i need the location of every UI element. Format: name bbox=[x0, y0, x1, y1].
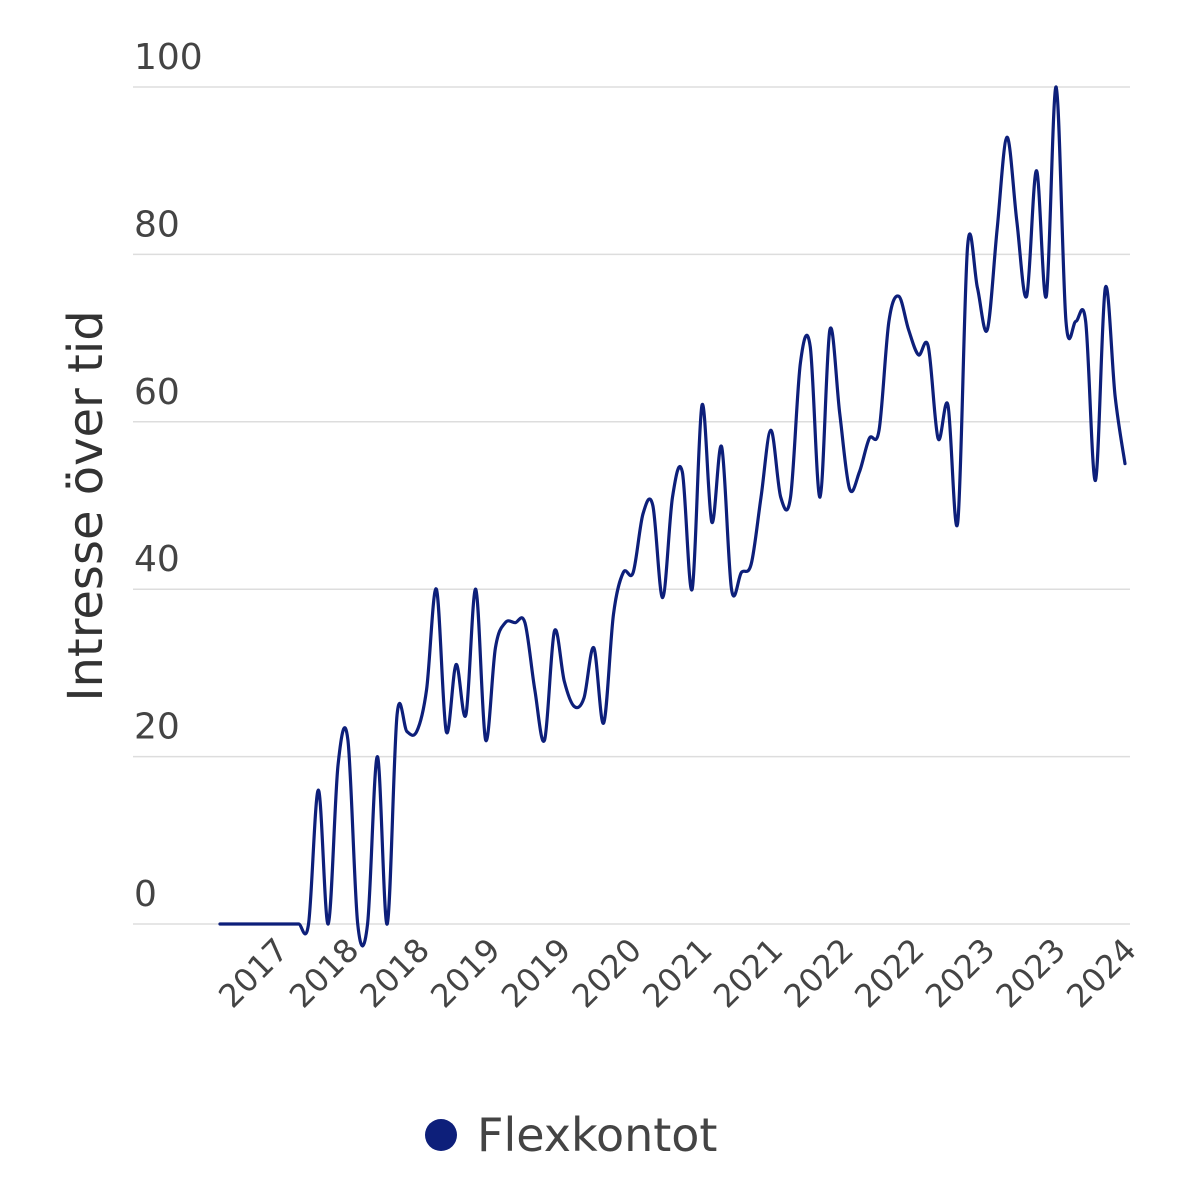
x-tick-label: 2023 bbox=[989, 931, 1073, 1015]
y-tick-label: 0 bbox=[134, 874, 157, 915]
legend: Flexkontot bbox=[425, 1108, 717, 1162]
x-tick-label: 2017 bbox=[211, 931, 295, 1015]
series-line-flexkontot bbox=[218, 85, 1127, 948]
x-tick-label: 2018 bbox=[282, 931, 366, 1015]
x-tick-label: 2023 bbox=[918, 931, 1002, 1015]
x-tick-label: 2021 bbox=[706, 931, 790, 1015]
gridlines bbox=[133, 86, 1130, 925]
y-tick-label: 100 bbox=[134, 37, 203, 78]
x-tick-label: 2022 bbox=[777, 931, 861, 1015]
y-tick-label: 20 bbox=[134, 707, 180, 748]
y-axis-ticks: 0 20 40 60 80 100 bbox=[134, 37, 203, 915]
x-tick-label: 2021 bbox=[635, 931, 719, 1015]
y-tick-label: 40 bbox=[134, 539, 180, 580]
legend-label: Flexkontot bbox=[477, 1108, 718, 1162]
x-tick-label: 2019 bbox=[423, 931, 507, 1015]
x-tick-label: 2022 bbox=[847, 931, 931, 1015]
x-tick-label: 2024 bbox=[1059, 931, 1143, 1015]
y-tick-label: 80 bbox=[134, 204, 180, 245]
y-tick-label: 60 bbox=[134, 372, 180, 413]
y-axis-label: Intresse över tid bbox=[58, 310, 114, 701]
legend-dot-icon bbox=[425, 1119, 457, 1151]
x-axis-ticks: 2017201820182019201920202021202120222022… bbox=[211, 931, 1143, 1015]
x-tick-label: 2019 bbox=[494, 931, 578, 1015]
x-tick-label: 2020 bbox=[565, 931, 649, 1015]
